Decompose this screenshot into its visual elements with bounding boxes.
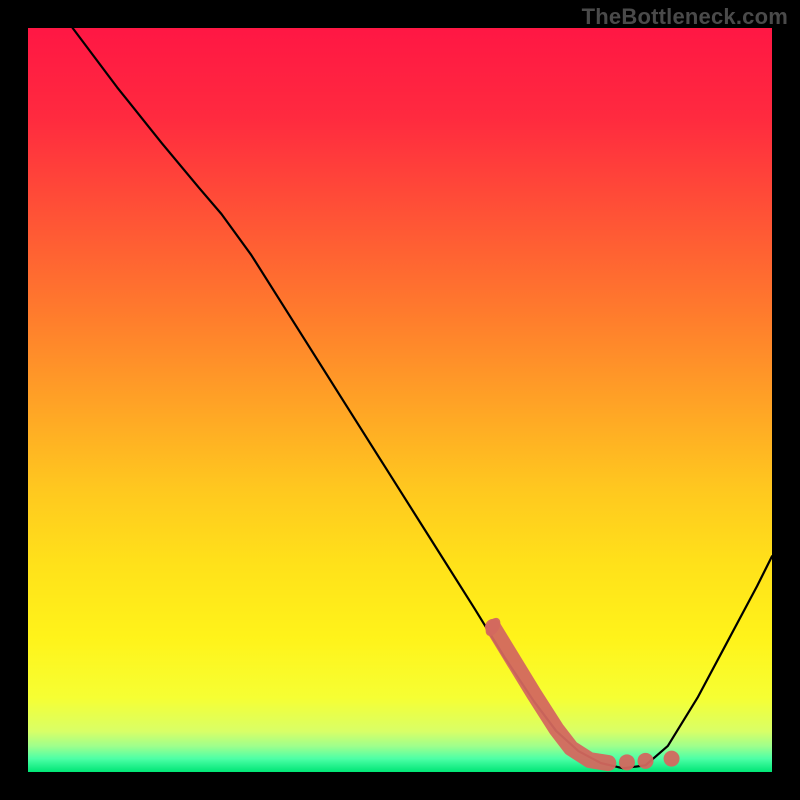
watermark-text: TheBottleneck.com <box>582 4 788 30</box>
overlay-dot <box>664 751 680 767</box>
plot-area <box>28 28 772 772</box>
overlay-dot <box>619 754 635 770</box>
chart-svg <box>0 0 800 800</box>
overlay-dot <box>638 753 654 769</box>
chart-stage: TheBottleneck.com <box>0 0 800 800</box>
